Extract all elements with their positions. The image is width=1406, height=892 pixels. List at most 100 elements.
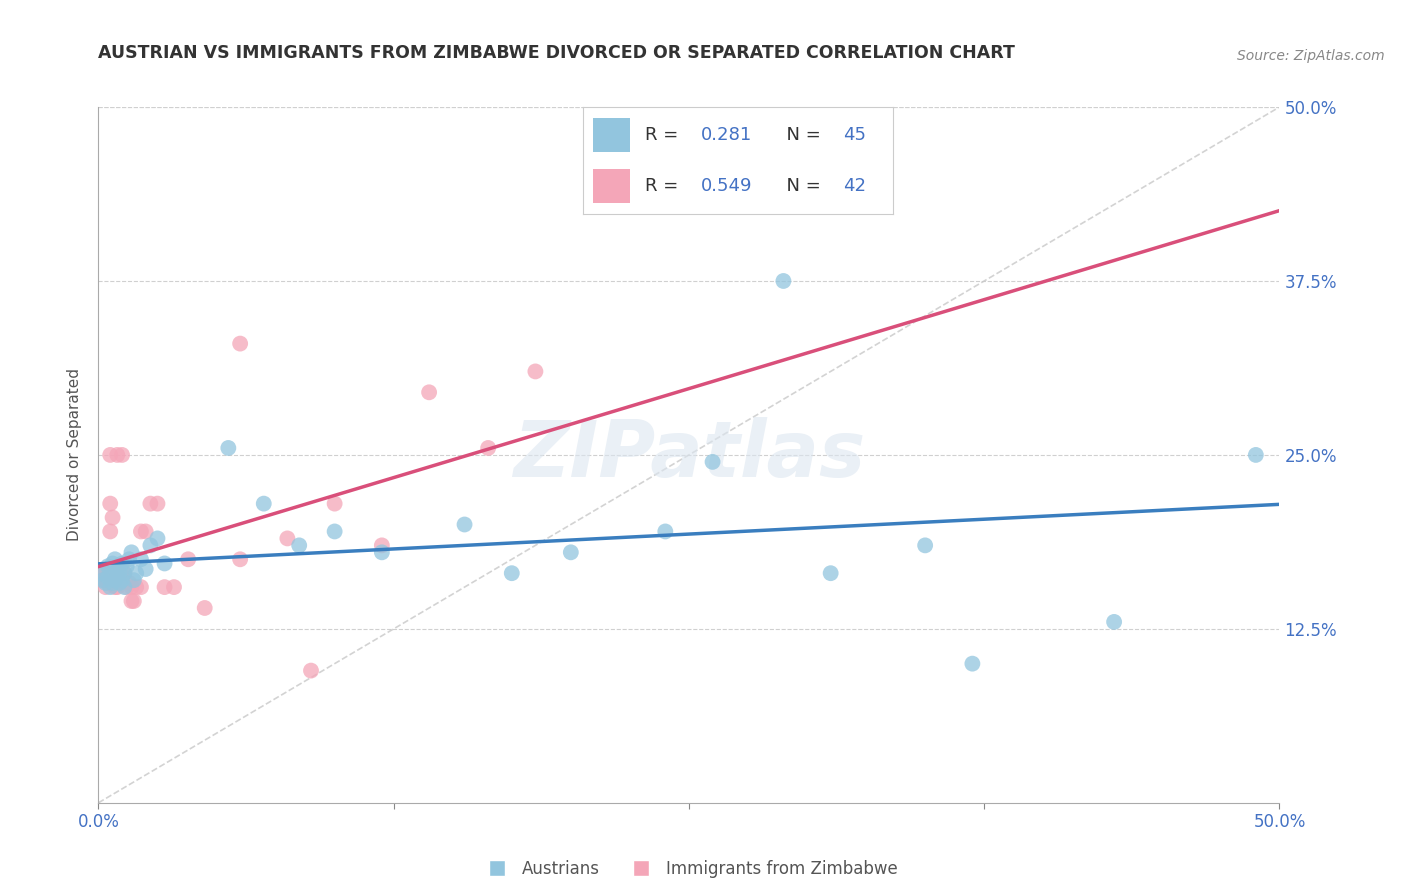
Point xyxy=(90,566,112,581)
Point xyxy=(163,580,186,594)
Point xyxy=(153,557,176,571)
Point xyxy=(115,580,138,594)
Point xyxy=(560,545,582,559)
Point xyxy=(135,562,157,576)
Point xyxy=(146,532,169,546)
Point xyxy=(111,573,134,587)
Point xyxy=(501,566,523,581)
Point xyxy=(194,601,217,615)
Point xyxy=(98,562,121,576)
Point xyxy=(108,576,131,591)
Point xyxy=(524,364,547,378)
Point xyxy=(97,559,120,574)
Point xyxy=(112,580,135,594)
Point xyxy=(1102,615,1125,629)
Point xyxy=(101,576,124,591)
Point xyxy=(105,580,128,594)
Point xyxy=(101,557,124,571)
FancyBboxPatch shape xyxy=(593,169,630,203)
Point xyxy=(323,497,346,511)
Point xyxy=(105,448,128,462)
Text: 0.281: 0.281 xyxy=(702,126,752,144)
Point xyxy=(139,538,162,552)
Point xyxy=(112,566,135,581)
Point xyxy=(299,664,322,678)
Point xyxy=(371,545,394,559)
Text: 42: 42 xyxy=(844,178,866,195)
Point xyxy=(104,566,127,581)
Point xyxy=(94,566,117,581)
Point xyxy=(111,557,134,571)
Point xyxy=(122,594,145,608)
Point xyxy=(135,524,157,539)
Point xyxy=(104,573,127,587)
Point xyxy=(98,497,121,511)
Text: N =: N = xyxy=(775,178,827,195)
Text: N =: N = xyxy=(775,126,827,144)
Point xyxy=(104,580,127,594)
Point xyxy=(654,524,676,539)
Text: Source: ZipAtlas.com: Source: ZipAtlas.com xyxy=(1237,49,1385,63)
Point xyxy=(105,569,128,583)
Point xyxy=(129,580,152,594)
Point xyxy=(702,455,724,469)
Point xyxy=(98,580,121,594)
Point xyxy=(418,385,440,400)
Text: R =: R = xyxy=(645,178,685,195)
Legend: Austrians, Immigrants from Zimbabwe: Austrians, Immigrants from Zimbabwe xyxy=(474,854,904,885)
Point xyxy=(91,573,114,587)
Point xyxy=(772,274,794,288)
Text: R =: R = xyxy=(645,126,685,144)
Point xyxy=(91,573,114,587)
Point xyxy=(371,538,394,552)
Point xyxy=(101,510,124,524)
Point xyxy=(98,524,121,539)
Point xyxy=(125,566,148,581)
FancyBboxPatch shape xyxy=(593,118,630,152)
Point xyxy=(108,566,131,581)
Point xyxy=(108,559,131,574)
Point xyxy=(276,532,298,546)
Point xyxy=(217,441,239,455)
Point xyxy=(288,538,311,552)
Text: 45: 45 xyxy=(844,126,866,144)
Point xyxy=(122,573,145,587)
Point xyxy=(229,336,252,351)
Point xyxy=(962,657,984,671)
Text: 0.549: 0.549 xyxy=(702,178,752,195)
Point xyxy=(90,566,112,581)
Point xyxy=(105,569,128,583)
Point xyxy=(323,524,346,539)
Point xyxy=(129,552,152,566)
Point xyxy=(121,594,143,608)
Point xyxy=(453,517,475,532)
Point xyxy=(177,552,200,566)
Point xyxy=(118,576,141,591)
Text: AUSTRIAN VS IMMIGRANTS FROM ZIMBABWE DIVORCED OR SEPARATED CORRELATION CHART: AUSTRIAN VS IMMIGRANTS FROM ZIMBABWE DIV… xyxy=(98,45,1015,62)
Point xyxy=(229,552,252,566)
Point xyxy=(129,524,152,539)
Point xyxy=(104,552,127,566)
Point xyxy=(111,448,134,462)
Y-axis label: Divorced or Separated: Divorced or Separated xyxy=(67,368,83,541)
Point xyxy=(914,538,936,552)
Point xyxy=(115,559,138,574)
Point xyxy=(1244,448,1267,462)
Point xyxy=(118,552,141,566)
Point xyxy=(139,497,162,511)
Point xyxy=(105,559,128,574)
Point xyxy=(121,545,143,559)
Point xyxy=(97,576,120,591)
Point xyxy=(153,580,176,594)
Point xyxy=(94,580,117,594)
Point xyxy=(112,566,135,581)
Point xyxy=(111,569,134,583)
Text: ZIPatlas: ZIPatlas xyxy=(513,417,865,493)
Point xyxy=(477,441,499,455)
Point xyxy=(97,570,120,584)
Point xyxy=(94,576,117,591)
Point xyxy=(820,566,842,581)
Point xyxy=(125,580,148,594)
Point xyxy=(98,448,121,462)
Point xyxy=(253,497,276,511)
